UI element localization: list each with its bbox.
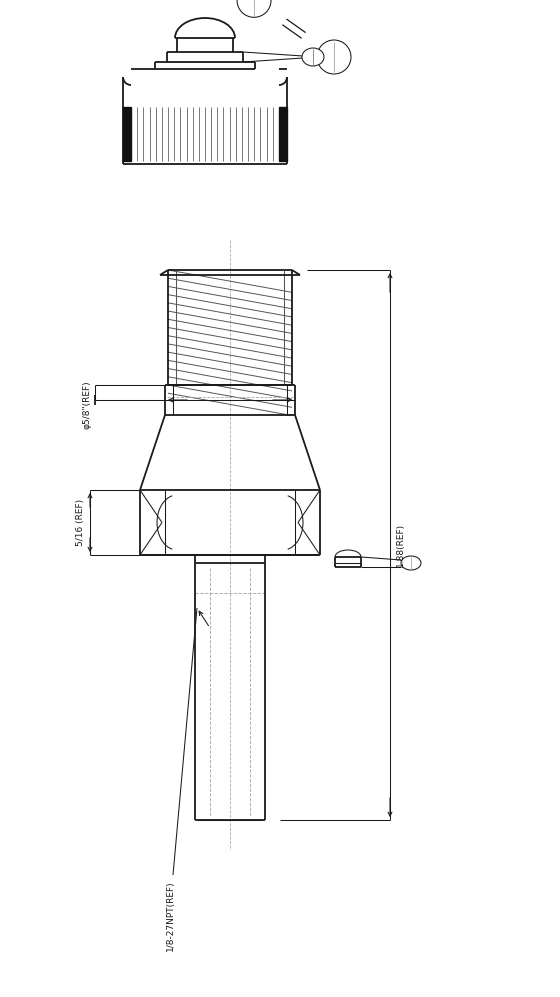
Text: 5/16 (REF): 5/16 (REF) bbox=[76, 498, 85, 546]
Text: φ5/8"(REF): φ5/8"(REF) bbox=[82, 381, 91, 430]
Polygon shape bbox=[279, 107, 287, 161]
Text: 1.88(REF): 1.88(REF) bbox=[395, 523, 404, 567]
Circle shape bbox=[237, 0, 271, 17]
Ellipse shape bbox=[401, 556, 421, 570]
Polygon shape bbox=[123, 107, 131, 161]
Circle shape bbox=[317, 40, 351, 74]
Ellipse shape bbox=[302, 48, 324, 66]
Text: 1/8-27NPT(REF): 1/8-27NPT(REF) bbox=[166, 880, 175, 950]
